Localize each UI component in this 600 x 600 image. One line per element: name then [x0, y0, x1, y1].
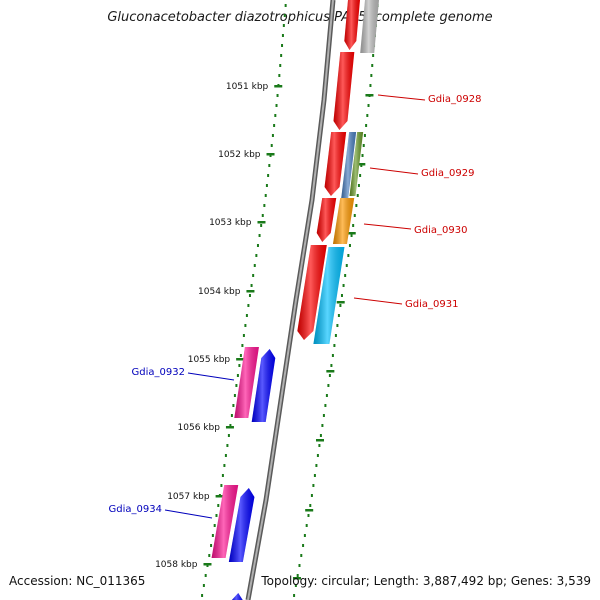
- scale-label: 1058 kbp: [155, 560, 198, 570]
- gene-label[interactable]: Gdia_0931: [405, 299, 458, 310]
- gene-label[interactable]: Gdia_0930: [414, 225, 467, 236]
- inner-dotted-ring: [201, 4, 287, 597]
- scale-tick-outer: [365, 94, 374, 97]
- scale-tick-outer: [292, 577, 301, 580]
- gene-label-leader: [377, 94, 426, 101]
- gene-feature-shading: [211, 485, 239, 558]
- scale-tick: [274, 85, 283, 88]
- scale-tick: [257, 221, 266, 224]
- gene-feature-shading: [228, 488, 255, 562]
- gene-feature-shading: [349, 132, 364, 196]
- genome-summary: Topology: circular; Length: 3,887,492 bp…: [261, 574, 591, 588]
- accession-label: Accession: NC_011365: [9, 574, 146, 588]
- scale-label: 1056 kbp: [178, 423, 221, 433]
- scale-tick: [215, 495, 224, 498]
- gene-feature-shading: [313, 247, 345, 344]
- scale-tick: [236, 358, 245, 361]
- scale-tick-outer: [347, 232, 356, 235]
- gene-feature-shading: [234, 347, 259, 418]
- gene-label-leader: [369, 167, 419, 175]
- gene-feature-shading: [360, 0, 379, 53]
- scale-tick-outer: [336, 301, 345, 304]
- gene-feature-shading: [297, 245, 327, 340]
- scale-tick-outer: [305, 509, 314, 512]
- label-layer: 1051 kbp 1052 kbp 1053 kbp 1054 kbp 1055 kbp…: [109, 82, 482, 570]
- gene-label[interactable]: Gdia_0934: [109, 504, 162, 515]
- scale-tick: [246, 290, 255, 293]
- scale-tick-outer: [326, 370, 335, 373]
- gene-feature-shading: [332, 198, 355, 244]
- gene-feature-shading: [316, 198, 337, 242]
- scale-tick: [266, 153, 275, 156]
- gene-feature-shading: [251, 349, 276, 422]
- scale-tick-outer: [357, 163, 366, 166]
- scale-tick: [225, 426, 234, 429]
- gene-feature-shading: [333, 52, 355, 130]
- scale-tick-outer: [316, 439, 324, 442]
- scale-label: 1052 kbp: [218, 150, 261, 160]
- gene-feature-shading: [341, 132, 357, 198]
- gene-label-leader: [353, 297, 403, 305]
- gene-label-leader: [164, 509, 213, 519]
- gene-label-leader: [187, 372, 235, 381]
- scale-label: 1055 kbp: [188, 355, 231, 365]
- backbone-layer: [245, 0, 336, 600]
- gene-feature-shading: [230, 593, 244, 600]
- gene-feature-shading: [324, 132, 347, 196]
- genome-backbone-highlight: [247, 0, 334, 600]
- scale-tick: [203, 563, 212, 566]
- scale-label: 1053 kbp: [209, 218, 252, 228]
- scale-label: 1054 kbp: [198, 287, 241, 297]
- feature-layer: [211, 0, 379, 600]
- scale-label: 1057 kbp: [167, 492, 210, 502]
- gene-label[interactable]: Gdia_0932: [132, 367, 185, 378]
- map-title: Gluconacetobacter diazotrophicus PAI 5, …: [107, 10, 493, 25]
- gene-label[interactable]: Gdia_0929: [421, 168, 474, 179]
- gene-feature-shading: [344, 0, 360, 50]
- gene-label[interactable]: Gdia_0928: [428, 94, 481, 105]
- scale-label: 1051 kbp: [226, 82, 269, 92]
- gene-label-leader: [363, 223, 412, 230]
